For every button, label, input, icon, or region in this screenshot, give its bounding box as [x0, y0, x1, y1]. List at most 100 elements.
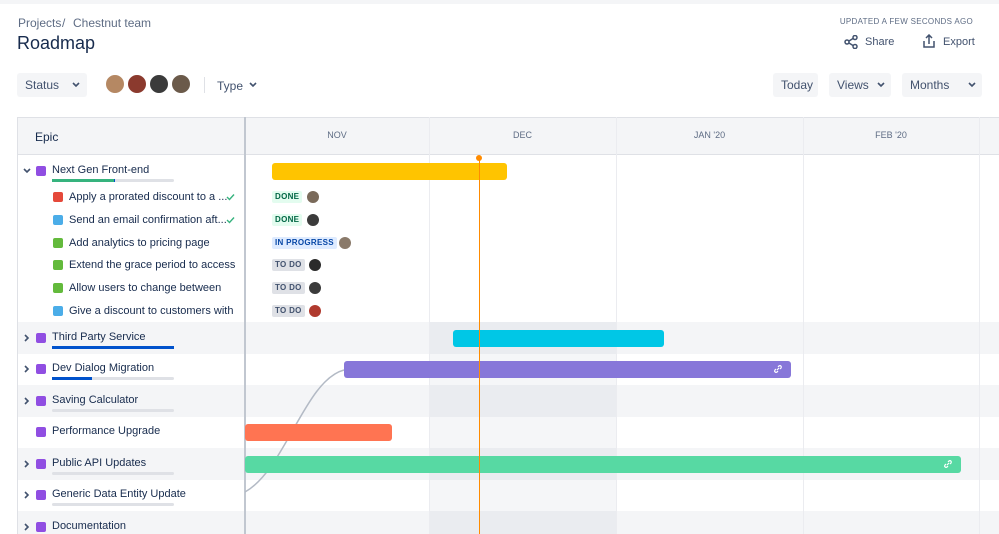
updated-status: UPDATED A FEW SECONDS AGO: [839, 17, 973, 26]
month-divider: [979, 117, 980, 534]
chevron-icon: [24, 491, 30, 500]
epic-icon: [36, 395, 46, 406]
epic-icon: [36, 364, 46, 375]
epic-name[interactable]: Next Gen Front-end: [52, 163, 150, 176]
chevron-icon: [72, 82, 80, 88]
row-band: [18, 385, 999, 417]
epic-name[interactable]: Saving Calculator: [52, 393, 139, 406]
export-icon: [923, 34, 935, 48]
chevron-icon: [24, 334, 30, 342]
month-label: NOV: [327, 130, 347, 140]
export-button[interactable]: Export: [943, 36, 975, 48]
issue-icon: [53, 192, 63, 203]
issue-icon: [53, 283, 63, 294]
epic-name[interactable]: Dev Dialog Migration: [52, 362, 155, 375]
assignee-avatar: [307, 191, 319, 204]
progress-inprogress: [114, 178, 115, 182]
month-divider: [616, 117, 617, 534]
row-band: [18, 511, 999, 534]
epic-bar[interactable]: [245, 424, 392, 442]
assignee-avatar: [309, 282, 321, 295]
chevron-icon: [877, 82, 885, 88]
panel-divider: [244, 117, 246, 534]
epic-name[interactable]: Public API Updates: [52, 456, 147, 469]
month-divider: [803, 117, 804, 534]
progress-track: [52, 471, 174, 475]
epic-icon: [36, 427, 46, 438]
issue-icon: [53, 237, 63, 248]
issue-title[interactable]: Apply a prorated discount to a ...: [69, 191, 228, 204]
progress-track: [52, 377, 174, 381]
epic-name[interactable]: Documentation: [52, 519, 126, 532]
done-check: [226, 194, 235, 201]
avatar: [170, 73, 192, 95]
assignee-avatar: [309, 304, 321, 317]
epic-name[interactable]: Generic Data Entity Update: [52, 488, 186, 501]
epic-icon: [36, 165, 46, 176]
chevron-icon: [24, 365, 30, 374]
grid-left-border: [17, 117, 18, 534]
avatar: [148, 73, 170, 95]
progress-inprogress: [52, 377, 92, 381]
chevron-icon: [24, 523, 30, 531]
done-check: [226, 217, 235, 224]
epic-bar[interactable]: [344, 361, 791, 379]
status-lozenge: IN PROGRESS: [272, 236, 337, 249]
link-icon: [944, 460, 952, 468]
epic-icon: [36, 332, 46, 343]
breadcrumb-link[interactable]: Projects: [18, 16, 62, 30]
issue-title[interactable]: Give a discount to customers with: [69, 304, 234, 317]
breadcrumb-link[interactable]: Chestnut team: [73, 16, 152, 30]
today-line: [478, 157, 480, 534]
month-divider: [429, 117, 430, 534]
status-lozenge: TO DO: [272, 304, 305, 317]
assignee-avatar: [309, 259, 321, 272]
issue-title[interactable]: Add analytics to pricing page: [69, 236, 210, 249]
toolbar-button[interactable]: Months: [902, 73, 982, 97]
epic-icon: [36, 458, 46, 469]
chevron-icon: [24, 397, 30, 405]
epic-name[interactable]: Performance Upgrade: [52, 425, 161, 438]
epic-icon: [36, 521, 46, 532]
month-label: DEC: [512, 130, 532, 140]
link-icon: [774, 365, 782, 374]
month-shade: [429, 322, 616, 534]
chevron-icon: [968, 82, 976, 88]
issue-icon: [53, 215, 63, 226]
divider: [204, 77, 205, 93]
status-lozenge: TO DO: [272, 282, 305, 295]
top-strip: [0, 0, 999, 4]
epic-name[interactable]: Third Party Service: [52, 330, 146, 343]
epic-column-header: Epic: [35, 130, 59, 144]
avatar: [126, 73, 148, 95]
chevron-icon: [23, 167, 31, 173]
breadcrumb-separator: /: [62, 16, 66, 30]
epic-icon: [36, 490, 46, 501]
progress-track: [52, 503, 174, 507]
progress-track: [52, 408, 174, 412]
grid-header-bg: [18, 117, 999, 155]
share-icon: [844, 35, 858, 49]
month-label: JAN '20: [693, 130, 726, 140]
month-label: FEB '20: [875, 130, 907, 140]
issue-title[interactable]: Extend the grace period to access: [69, 259, 236, 272]
type-filter[interactable]: Type: [217, 79, 244, 93]
issue-title[interactable]: Allow users to change between: [69, 282, 222, 295]
toolbar-button[interactable]: Views: [829, 73, 891, 97]
status-lozenge: DONE: [272, 191, 303, 204]
epic-bar[interactable]: [453, 329, 664, 347]
issue-icon: [53, 305, 63, 316]
avatar: [104, 73, 126, 95]
assignee-avatar: [339, 236, 351, 249]
progress-done: [52, 178, 114, 182]
epic-bar[interactable]: [245, 455, 961, 473]
chevron-icon: [24, 460, 30, 468]
issue-icon: [53, 260, 63, 271]
issue-title[interactable]: Send an email confirmation aft...: [69, 214, 227, 227]
share-button[interactable]: Share: [865, 36, 895, 48]
status-lozenge: TO DO: [272, 259, 305, 272]
chevron-icon: [249, 82, 257, 88]
status-lozenge: DONE: [272, 214, 303, 227]
toolbar-button[interactable]: Today: [773, 73, 818, 97]
epic-bar[interactable]: [272, 162, 507, 180]
